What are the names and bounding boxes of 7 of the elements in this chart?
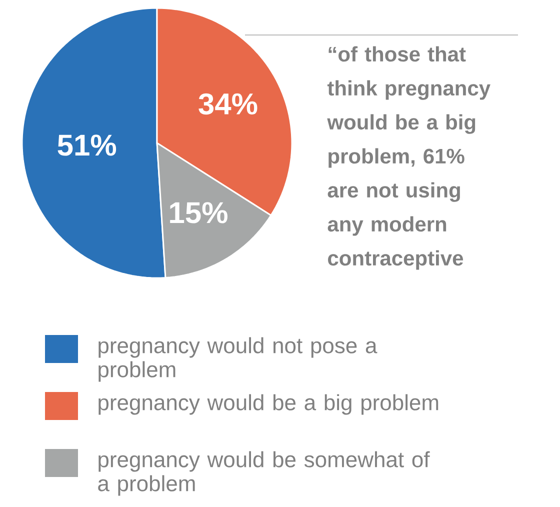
text: “of those that think pregnancy would be a big problem, 61% are not using any modern contraceptive bbox=[327, 46, 490, 270]
data-label: 34% bbox=[198, 93, 258, 115]
data-label: 15% bbox=[170, 202, 228, 224]
data-label: 51% bbox=[58, 134, 116, 156]
legend-label: pregnancy would be somewhat of a problem bbox=[98, 451, 430, 496]
legend-label: pregnancy would be a big problem bbox=[98, 394, 438, 415]
legend-label: pregnancy would not pose a problem bbox=[98, 337, 378, 382]
